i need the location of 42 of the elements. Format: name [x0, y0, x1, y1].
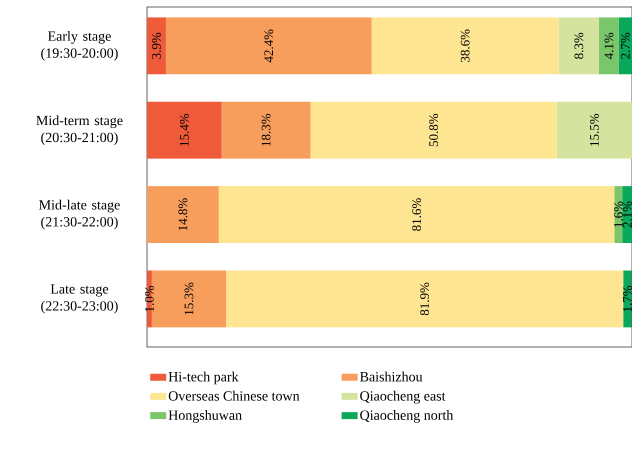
data-label: 81.6%: [412, 198, 422, 231]
data-label: 42.4%: [264, 29, 274, 62]
data-label: 3.9%: [152, 32, 161, 59]
data-label: 2.7%: [621, 32, 630, 59]
data-label: 15.5%: [590, 114, 599, 146]
y-tick-label: Mid-late stage (21:30-22:00): [39, 200, 120, 230]
bar: [147, 270, 152, 328]
bar: [147, 102, 222, 159]
legend-label: Qiaocheng east: [360, 390, 446, 404]
bar: [147, 17, 166, 74]
bar: [218, 186, 615, 244]
data-label: 81.9%: [420, 282, 430, 316]
legend-label: Hongshuwan: [168, 410, 242, 423]
bar: [310, 102, 557, 159]
bar: [166, 17, 372, 74]
legend-label: Baishizhou: [360, 372, 422, 382]
bar: [226, 270, 624, 328]
data-label: 15.4%: [180, 114, 189, 146]
y-tick-label: Mid-term stage (20:30-21:00): [36, 115, 123, 146]
data-label: 15.3%: [184, 282, 194, 315]
data-label: 1.7%: [622, 286, 632, 312]
data-label: 38.6%: [460, 29, 470, 62]
bar: [558, 17, 600, 74]
data-label: 14.8%: [178, 198, 188, 230]
bar: [614, 186, 622, 244]
data-label: 1.6%: [614, 201, 623, 227]
legend-label: Hi-tech park: [168, 372, 239, 384]
data-label: 50.8%: [429, 114, 438, 146]
legend-label: Overseas Chinese town: [168, 390, 300, 401]
legend-label: Qiaocheng north: [360, 410, 454, 423]
bar: [372, 17, 559, 74]
y-tick-label: Late stage (22:30-23:00): [41, 284, 118, 314]
bar: [599, 17, 619, 74]
bar: [556, 102, 632, 159]
data-label: 18.3%: [262, 114, 270, 146]
y-tick-label: Early stage (19:30-20:00): [41, 30, 118, 61]
data-label: 4.1%: [604, 32, 614, 60]
bar: [222, 102, 310, 159]
data-label: 2.1%: [622, 201, 632, 228]
data-label: 8.3%: [574, 32, 584, 59]
bar: [147, 186, 219, 244]
data-label: 1.0%: [145, 286, 154, 312]
